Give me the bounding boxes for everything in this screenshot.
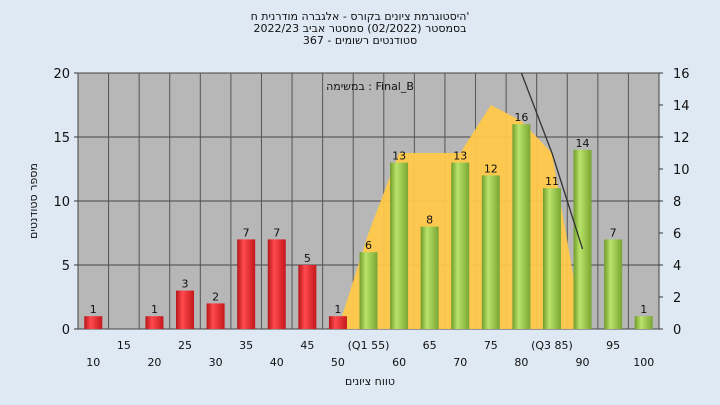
bar-value-label: 16 (514, 111, 528, 124)
x-axis-tick-label: 45 (300, 339, 314, 352)
histogram-bar (604, 239, 623, 329)
histogram-bar (237, 239, 256, 329)
histogram-bar (390, 162, 409, 329)
x-axis-tick-label: 95 (606, 339, 620, 352)
y-axis-tick-label: 10 (53, 195, 70, 210)
y2-axis-tick-label: 12 (673, 131, 690, 146)
y-axis-tick-label: 0 (62, 323, 70, 338)
y-axis-tick-label: 5 (62, 259, 70, 274)
histogram-bar (573, 149, 592, 329)
histogram-bar (84, 316, 103, 329)
bar-value-label: 14 (576, 137, 590, 150)
x-axis-tick-label: 80 (514, 356, 528, 369)
bar-value-label: 1 (151, 303, 158, 316)
bar-value-label: 7 (273, 226, 280, 239)
histogram-bar (451, 162, 470, 329)
bar-value-label: 8 (426, 214, 433, 227)
x-axis-tick-label: 35 (239, 339, 253, 352)
histogram-bar (634, 316, 653, 329)
chart-title: היסטוגרמת ציונים בקורס - אלגברה מודרנית … (250, 10, 470, 23)
x-axis-tick-label: 70 (453, 356, 467, 369)
x-axis-tick-label: 15 (117, 339, 131, 352)
x-axis-tick-label: 30 (209, 356, 223, 369)
bar-value-label: 1 (640, 303, 647, 316)
bar-value-label: 12 (484, 162, 498, 175)
histogram-bar (298, 265, 317, 329)
histogram-bar (328, 316, 347, 329)
histogram-bar (145, 316, 164, 329)
bar-value-label: 5 (304, 252, 311, 265)
histogram-bar (512, 124, 531, 329)
bar-value-label: 11 (545, 175, 559, 188)
trend-line (520, 72, 584, 250)
y-axis-tick-label: 15 (53, 131, 70, 146)
bar-value-label: 13 (453, 150, 467, 163)
y2-axis-tick-label: 2 (673, 291, 681, 306)
x-axis-tick-label: 60 (392, 356, 406, 369)
x-axis-tick-label: (Q1 55) (348, 339, 390, 352)
x-axis-tick-label: 10 (86, 356, 100, 369)
histogram-bar (359, 252, 378, 329)
histogram-bar (481, 175, 500, 329)
x-axis-tick-label: 75 (484, 339, 498, 352)
bar-value-label: 13 (392, 150, 406, 163)
x-axis-tick-label: 90 (576, 356, 590, 369)
bar-value-label: 7 (610, 226, 617, 239)
y2-axis-tick-label: 10 (673, 163, 690, 178)
histogram-bar (206, 303, 225, 329)
y2-axis-tick-label: 0 (673, 323, 681, 338)
x-axis-tick-label: 20 (147, 356, 161, 369)
y2-axis-tick-label: 16 (673, 67, 690, 82)
y2-axis-tick-label: 6 (673, 227, 681, 242)
histogram-bar (420, 226, 439, 329)
bar-value-label: 1 (90, 303, 97, 316)
histogram-bar (176, 290, 195, 329)
chart-annotation: במשימה : Final_B (326, 80, 414, 93)
y-axis-tick-label: 20 (53, 67, 70, 82)
y2-axis-tick-label: 8 (673, 195, 681, 210)
bar-value-label: 6 (365, 239, 372, 252)
x-axis-tick-label: (Q3 85) (531, 339, 573, 352)
chart-subtitle-registered: סטודנטים רשומים - 367 (302, 34, 418, 47)
x-axis-tick-label: 50 (331, 356, 345, 369)
bar-value-label: 1 (334, 303, 341, 316)
y2-axis-tick-label: 14 (673, 99, 690, 114)
x-axis-tick-label: 100 (633, 356, 654, 369)
x-axis-tick-label: 65 (423, 339, 437, 352)
histogram-bar (542, 188, 561, 329)
x-axis-tick-label: 40 (270, 356, 284, 369)
bar-value-label: 2 (212, 290, 219, 303)
bar-value-label: 7 (243, 226, 250, 239)
bar-value-label: 3 (182, 278, 189, 291)
x-axis-label: טווח ציונים (345, 375, 395, 388)
y-axis-label: מספר סטודנטים (27, 163, 40, 239)
y2-axis-tick-label: 4 (673, 259, 681, 274)
chart-subtitle-semester: בסמסטר (02/2022) סמסטר אביב 2022/23 (253, 22, 467, 35)
x-axis-tick-label: 25 (178, 339, 192, 352)
histogram-bar (267, 239, 286, 329)
